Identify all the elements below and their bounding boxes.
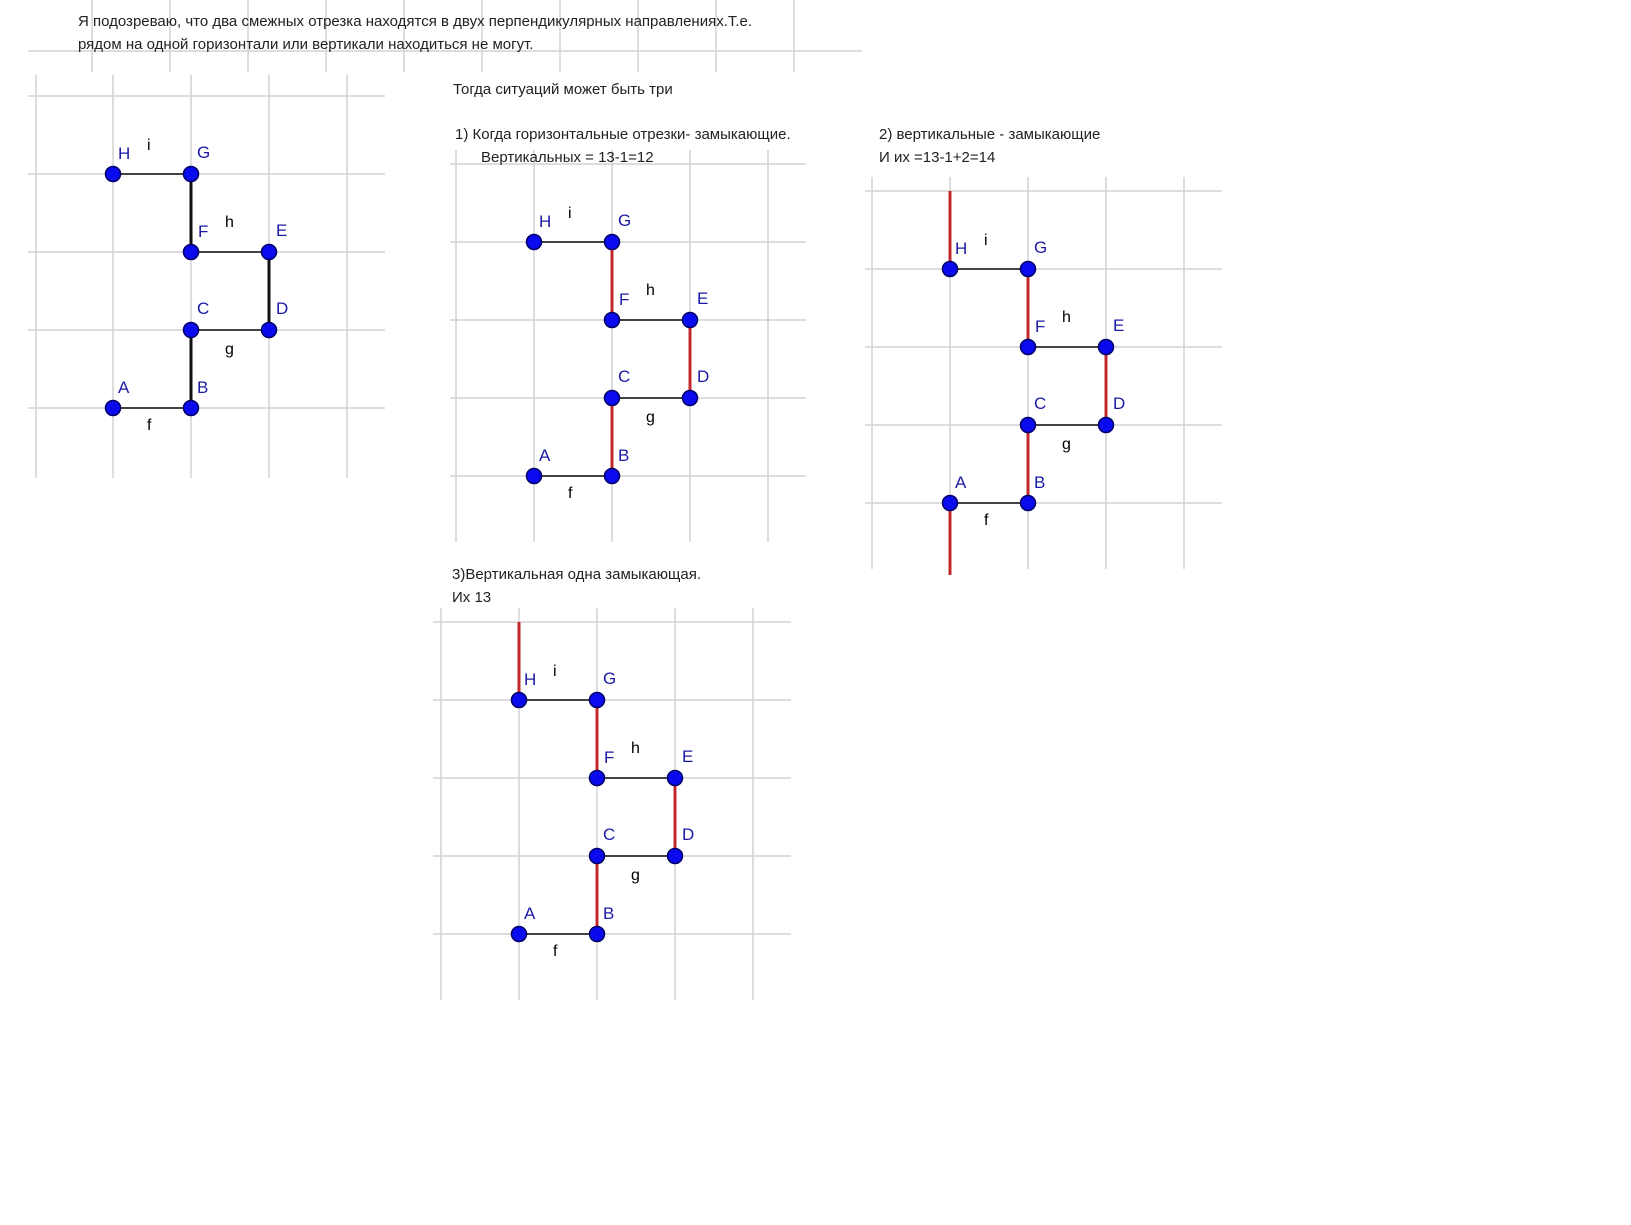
segment-label-i: i xyxy=(568,205,572,222)
point-label-F: F xyxy=(604,748,614,767)
point-H xyxy=(525,233,543,251)
segment-label-f: f xyxy=(553,943,558,960)
point-D xyxy=(260,321,278,339)
point-C xyxy=(603,389,621,407)
point-label-F: F xyxy=(198,222,208,241)
point-E xyxy=(1097,338,1115,356)
point-label-D: D xyxy=(1113,394,1125,413)
diagram-case3: A B C D E F G Hf g h i xyxy=(433,608,791,1000)
case1-count: Вертикальных = 13-1=12 xyxy=(481,149,654,166)
point-label-D: D xyxy=(276,299,288,318)
point-label-G: G xyxy=(197,143,210,162)
intro-line-2: рядом на одной горизонтали или вертикали… xyxy=(78,36,534,53)
point-label-B: B xyxy=(197,378,208,397)
point-B xyxy=(588,925,606,943)
diagram-original: A B C D E F G Hf g h i xyxy=(28,75,385,478)
point-F xyxy=(182,243,200,261)
point-E xyxy=(260,243,278,261)
point-D xyxy=(681,389,699,407)
point-label-A: A xyxy=(955,473,967,492)
point-C xyxy=(182,321,200,339)
point-A xyxy=(104,399,122,417)
point-F xyxy=(603,311,621,329)
segment-label-h: h xyxy=(631,740,640,757)
case3-count: Их 13 xyxy=(452,589,492,606)
point-label-C: C xyxy=(197,299,209,318)
point-label-A: A xyxy=(524,904,536,923)
segment-label-i: i xyxy=(147,137,151,154)
point-G xyxy=(1019,260,1037,278)
diagram-case2: A B C D E F G Hf g h i xyxy=(865,177,1222,575)
point-label-B: B xyxy=(603,904,614,923)
point-C xyxy=(588,847,606,865)
segment-label-h: h xyxy=(225,214,234,231)
point-E xyxy=(666,769,684,787)
segment-label-h: h xyxy=(1062,309,1071,326)
point-label-G: G xyxy=(1034,238,1047,257)
heading: Тогда ситуаций может быть три xyxy=(453,81,673,98)
segment-label-g: g xyxy=(1062,436,1071,453)
point-label-H: H xyxy=(955,239,967,258)
case3-title: 3)Вертикальная одна замыкающая. xyxy=(452,566,701,583)
diagram-case1: A B C D E F G Hf g h i xyxy=(450,150,806,542)
point-label-B: B xyxy=(618,446,629,465)
point-E xyxy=(681,311,699,329)
point-B xyxy=(182,399,200,417)
point-label-G: G xyxy=(603,669,616,688)
segment-label-g: g xyxy=(631,867,640,884)
point-label-A: A xyxy=(539,446,551,465)
case1-title: 1) Когда горизонтальные отрезки- замыкаю… xyxy=(455,126,791,143)
point-B xyxy=(603,467,621,485)
point-H xyxy=(104,165,122,183)
point-label-F: F xyxy=(619,290,629,309)
point-label-H: H xyxy=(539,212,551,231)
point-A xyxy=(525,467,543,485)
case2-count: И их =13-1+2=14 xyxy=(879,149,996,166)
case2-title: 2) вертикальные - замыкающие xyxy=(879,126,1101,143)
point-G xyxy=(182,165,200,183)
segment-label-f: f xyxy=(568,485,573,502)
point-A xyxy=(941,494,959,512)
point-label-H: H xyxy=(118,144,130,163)
point-B xyxy=(1019,494,1037,512)
point-A xyxy=(510,925,528,943)
point-label-E: E xyxy=(682,747,693,766)
point-label-C: C xyxy=(618,367,630,386)
segment-label-h: h xyxy=(646,282,655,299)
point-label-D: D xyxy=(682,825,694,844)
point-label-G: G xyxy=(618,211,631,230)
point-label-B: B xyxy=(1034,473,1045,492)
point-label-F: F xyxy=(1035,317,1045,336)
point-label-C: C xyxy=(1034,394,1046,413)
point-label-E: E xyxy=(276,221,287,240)
point-G xyxy=(588,691,606,709)
point-C xyxy=(1019,416,1037,434)
point-D xyxy=(1097,416,1115,434)
point-H xyxy=(510,691,528,709)
point-D xyxy=(666,847,684,865)
point-label-A: A xyxy=(118,378,130,397)
segment-label-g: g xyxy=(225,341,234,358)
point-label-C: C xyxy=(603,825,615,844)
point-F xyxy=(1019,338,1037,356)
point-H xyxy=(941,260,959,278)
intro-line-1: Я подозреваю, что два смежных отрезка на… xyxy=(78,13,753,30)
point-label-H: H xyxy=(524,670,536,689)
segment-label-i: i xyxy=(984,232,988,249)
segment-label-g: g xyxy=(646,409,655,426)
segment-label-i: i xyxy=(553,663,557,680)
point-G xyxy=(603,233,621,251)
segment-label-f: f xyxy=(147,417,152,434)
point-label-E: E xyxy=(1113,316,1124,335)
point-label-D: D xyxy=(697,367,709,386)
point-label-E: E xyxy=(697,289,708,308)
intro-grid xyxy=(28,0,862,72)
point-F xyxy=(588,769,606,787)
segment-label-f: f xyxy=(984,512,989,529)
